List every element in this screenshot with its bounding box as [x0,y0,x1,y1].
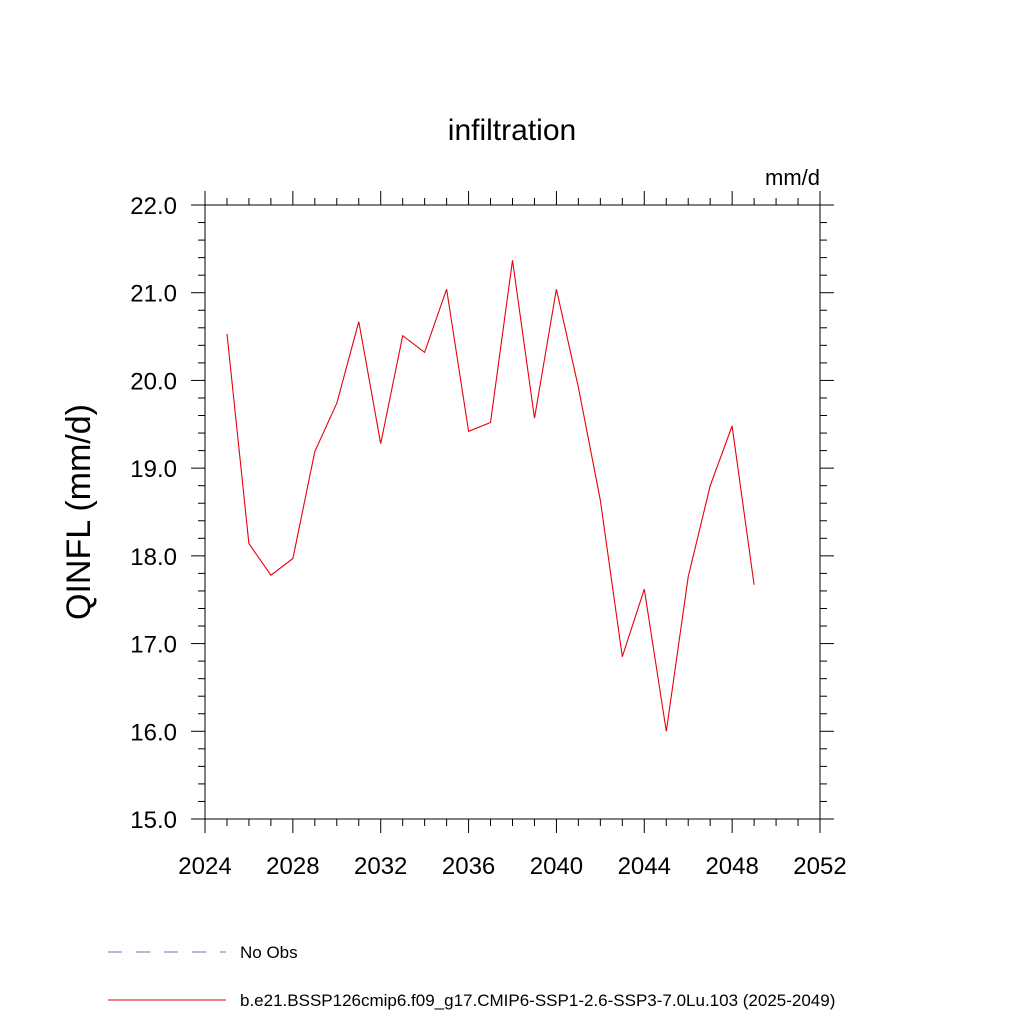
y-tick-label: 16.0 [130,719,177,746]
legend: No Obs b.e21.BSSP126cmip6.f09_g17.CMIP6-S… [108,943,835,1010]
y-tick-label: 17.0 [130,632,177,659]
y-tick-label: 15.0 [130,807,177,834]
x-tick-label: 2024 [178,853,231,880]
x-tick-label: 2040 [530,853,583,880]
chart-title: infiltration [448,114,576,147]
y-tick-label: 20.0 [130,368,177,395]
y-axis-label: QINFL (mm/d) [60,404,98,620]
x-tick-label: 2044 [618,853,671,880]
x-tick-label: 2032 [354,853,407,880]
legend-label: No Obs [240,943,298,962]
y-tick-label: 18.0 [130,544,177,571]
series-layer [226,260,755,732]
units-label: mm/d [765,165,820,190]
y-tick-label: 19.0 [130,456,177,483]
x-tick-label: 2036 [442,853,495,880]
series-line [226,260,755,732]
x-tick-label: 2052 [793,853,846,880]
y-tick-label: 21.0 [130,281,177,308]
plot-frame [204,204,821,820]
y-tick-label: 22.0 [130,193,177,220]
legend-label: b.e21.BSSP126cmip6.f09_g17.CMIP6-SSP1-2.… [240,991,835,1010]
x-tick-label: 2048 [705,853,758,880]
axes: 2024 2028 2032 2036 2040 2044 2048 2052 15.0 16.0… [130,191,847,880]
x-tick-label: 2028 [266,853,319,880]
